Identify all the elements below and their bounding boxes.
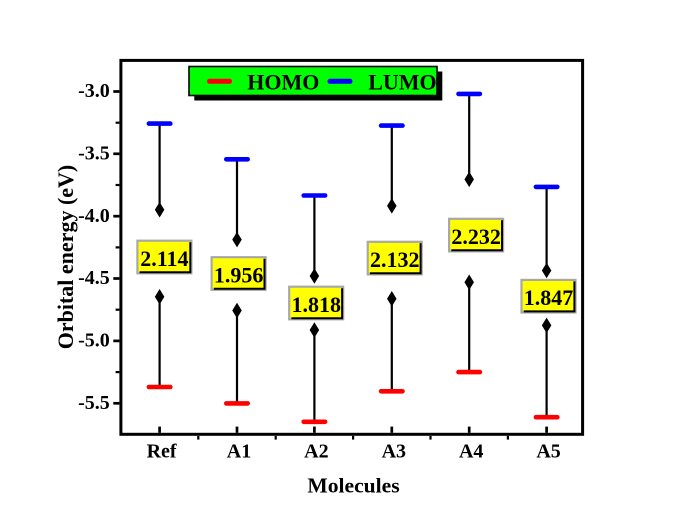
svg-text:2.114: 2.114	[140, 246, 188, 271]
svg-text:LUMO: LUMO	[368, 69, 436, 94]
svg-text:2.232: 2.232	[451, 224, 501, 249]
svg-text:-5.0: -5.0	[78, 330, 110, 352]
svg-text:A1: A1	[227, 440, 251, 462]
svg-text:-4.5: -4.5	[78, 267, 110, 289]
svg-text:2.132: 2.132	[370, 247, 420, 272]
svg-text:1.956: 1.956	[214, 262, 264, 287]
svg-text:A4: A4	[459, 440, 483, 462]
svg-text:-5.5: -5.5	[78, 392, 110, 414]
svg-text:-4.0: -4.0	[78, 205, 110, 227]
svg-text:HOMO: HOMO	[247, 69, 319, 94]
svg-text:-3.0: -3.0	[78, 80, 110, 102]
svg-text:-3.5: -3.5	[78, 142, 110, 164]
svg-text:1.818: 1.818	[291, 292, 341, 317]
svg-text:A3: A3	[382, 440, 406, 462]
svg-text:Ref: Ref	[147, 440, 177, 462]
svg-text:A5: A5	[536, 440, 560, 462]
svg-text:Orbital energy (eV): Orbital energy (eV)	[53, 165, 78, 350]
svg-text:1.847: 1.847	[524, 285, 574, 310]
svg-text:Molecules: Molecules	[307, 474, 399, 498]
svg-text:A2: A2	[304, 440, 328, 462]
